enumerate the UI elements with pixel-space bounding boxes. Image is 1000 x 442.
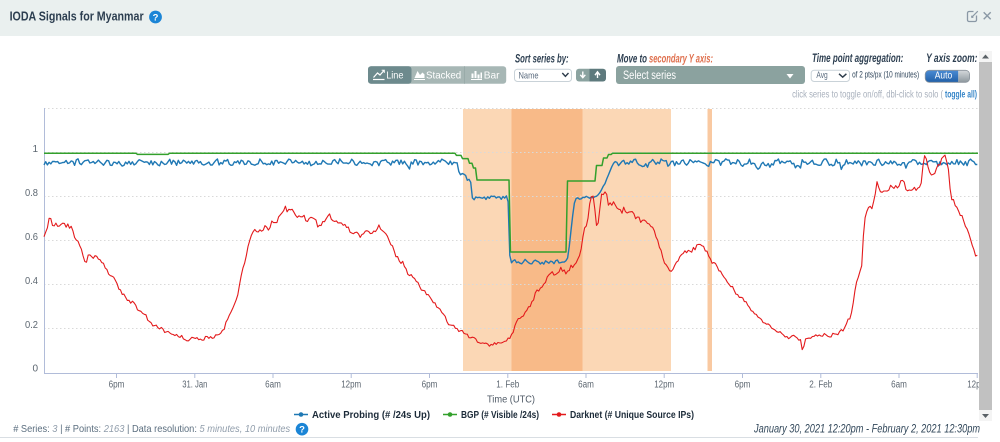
svg-text:Active Probing (# /24s Up): Active Probing (# /24s Up) <box>312 409 430 421</box>
svg-text:| # Points:: | # Points: <box>58 424 104 435</box>
svg-text:Y axis zoom:: Y axis zoom: <box>926 51 977 65</box>
svg-text:Time (UTC): Time (UTC) <box>487 394 535 406</box>
svg-text:Select series: Select series <box>623 70 676 82</box>
svg-text:0: 0 <box>32 364 38 375</box>
svg-text:January 30, 2021 12:20pm - Feb: January 30, 2021 12:20pm - February 2, 2… <box>753 423 980 435</box>
svg-text:of 2 pts/px (10 minutes): of 2 pts/px (10 minutes) <box>852 70 919 81</box>
svg-text:Sort series by:: Sort series by: <box>515 52 569 66</box>
svg-text:Line: Line <box>386 70 403 82</box>
svg-text:Bar: Bar <box>484 70 500 82</box>
svg-text:Avg: Avg <box>816 70 827 80</box>
svg-text:12pm: 12pm <box>654 380 674 391</box>
svg-text:5 minutes, 10 minutes: 5 minutes, 10 minutes <box>200 424 291 435</box>
svg-text:6pm: 6pm <box>109 380 125 391</box>
svg-text:Stacked: Stacked <box>426 70 461 82</box>
svg-text:| Data resolution:: | Data resolution: <box>124 424 199 435</box>
svg-text:2163: 2163 <box>103 424 125 435</box>
svg-text:secondary Y axis:: secondary Y axis: <box>649 52 713 66</box>
svg-text:?: ? <box>299 425 305 436</box>
svg-text:3: 3 <box>52 424 58 435</box>
svg-text:Move to: Move to <box>617 52 647 66</box>
svg-text:# Series:: # Series: <box>13 424 52 435</box>
svg-text:12pm: 12pm <box>341 380 361 391</box>
svg-text:1. Feb: 1. Feb <box>496 380 519 391</box>
svg-text:0.6: 0.6 <box>25 232 38 243</box>
svg-text:6pm: 6pm <box>735 380 751 391</box>
svg-text:1: 1 <box>32 144 38 155</box>
svg-text:2. Feb: 2. Feb <box>809 380 832 391</box>
svg-text:6am: 6am <box>265 380 281 391</box>
svg-text:IODA Signals for Myanmar: IODA Signals for Myanmar <box>10 10 144 24</box>
svg-text:31. Jan: 31. Jan <box>182 380 207 391</box>
svg-text:BGP (# Visible /24s): BGP (# Visible /24s) <box>461 409 539 421</box>
svg-text:click series to toggle on/off,: click series to toggle on/off, dbl-click… <box>792 90 944 101</box>
svg-text:6am: 6am <box>891 380 907 391</box>
svg-text:12pm: 12pm <box>967 380 987 391</box>
svg-text:Time point aggregation:: Time point aggregation: <box>812 51 903 65</box>
svg-text:0.4: 0.4 <box>25 276 38 287</box>
svg-text:Auto: Auto <box>935 71 953 82</box>
svg-text:0.2: 0.2 <box>25 320 38 331</box>
svg-text:Name: Name <box>519 70 539 81</box>
svg-text:0.8: 0.8 <box>25 188 38 199</box>
svg-text:?: ? <box>153 13 159 24</box>
svg-text:Darknet (# Unique Source IPs): Darknet (# Unique Source IPs) <box>570 409 694 421</box>
svg-text:toggle all): toggle all) <box>945 90 977 101</box>
svg-text:6pm: 6pm <box>422 380 438 391</box>
svg-text:6am: 6am <box>578 380 594 391</box>
